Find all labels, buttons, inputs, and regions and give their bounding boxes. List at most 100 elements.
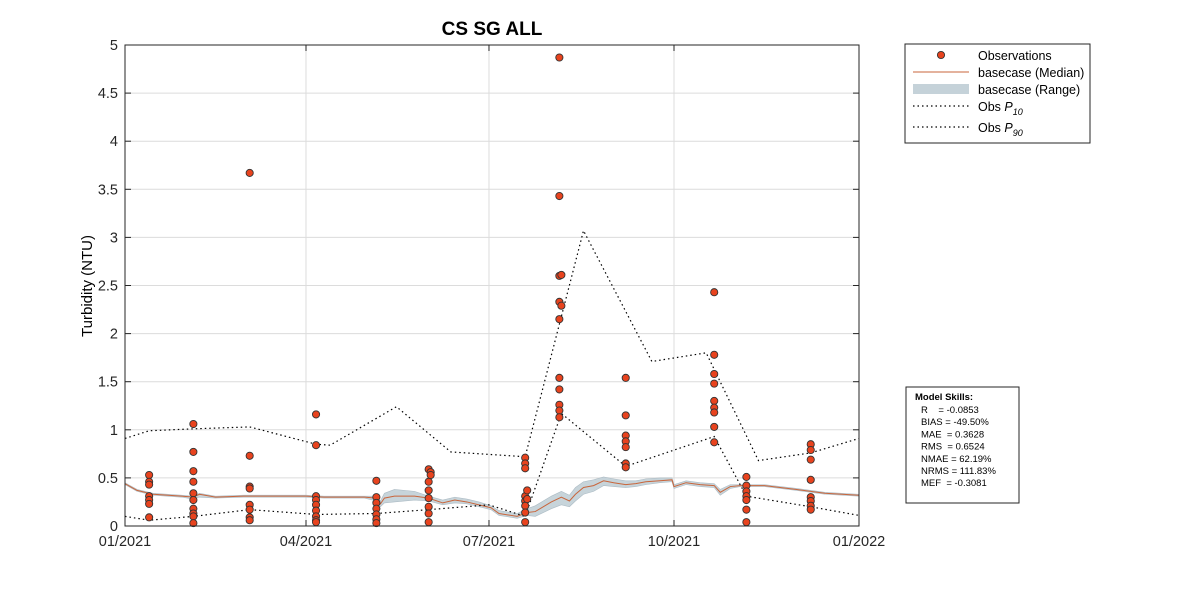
y-tick-label: 4.5 <box>98 86 118 102</box>
observation-point <box>555 406 564 415</box>
legend-label-subscript: 90 <box>1013 128 1023 138</box>
y-tick-label: 5 <box>110 38 118 54</box>
y-tick-label: 0 <box>110 519 118 535</box>
y-tick-label: 2.5 <box>98 279 118 295</box>
legend-item-observations: Observations <box>936 49 1052 63</box>
observation-point <box>523 486 532 495</box>
basecase-range-band <box>125 476 859 519</box>
y-tick-label: 3.5 <box>98 182 118 198</box>
observation-point <box>555 53 564 62</box>
y-tick-label: 1 <box>110 423 118 439</box>
observation-point <box>145 470 154 480</box>
model-skill-line: R = -0.0853 <box>921 405 979 416</box>
legend-label-text: Obs P <box>978 100 1013 114</box>
x-tick-label: 01/2021 <box>99 534 151 550</box>
observation-point <box>555 385 564 394</box>
observation-point <box>521 501 530 510</box>
model-skill-line: RMS = 0.6524 <box>921 442 985 453</box>
obs-p10-line <box>125 412 859 521</box>
x-tick-label: 10/2021 <box>648 534 700 550</box>
legend-label-observations: Observations <box>978 49 1052 63</box>
observation-point <box>189 477 198 486</box>
observation-point <box>557 301 566 310</box>
observation-point <box>621 443 630 452</box>
axes-box <box>124 44 860 527</box>
chart-title: CS SG ALL <box>442 19 543 40</box>
observation-point <box>189 489 198 498</box>
observation-point <box>621 373 630 382</box>
legend: Observations basecase (Median) basecase (R… <box>904 43 1091 144</box>
observation-point <box>521 464 530 473</box>
obs-p90-line <box>125 229 859 462</box>
observation-point <box>145 480 154 489</box>
legend-swatch-range <box>913 84 969 94</box>
legend-marker-observations <box>936 50 946 60</box>
legend-item-range: basecase (Range) <box>913 83 1080 97</box>
legend-label-p90: Obs P90 <box>978 121 1023 138</box>
observation-point <box>189 495 198 505</box>
observation-point <box>710 396 719 405</box>
model-skill-line: NRMS = 111.83% <box>921 466 996 477</box>
axes: 0 0.5 1 1.5 2 2.5 3 3.5 4 4.5 5 01/2021 04/2021 07/20… <box>98 38 885 550</box>
legend-label-subscript: 10 <box>1013 107 1023 117</box>
observation-point <box>742 505 751 514</box>
observation-point <box>710 369 719 379</box>
observation-point <box>245 505 254 514</box>
observation-point <box>245 168 254 177</box>
observation-points <box>145 53 815 528</box>
x-tick-label: 04/2021 <box>280 534 332 550</box>
observation-point <box>424 494 433 503</box>
observation-point <box>710 379 719 388</box>
legend-label-text: basecase (Range) <box>978 83 1080 97</box>
observation-point <box>710 350 719 359</box>
observation-point <box>189 512 198 521</box>
observation-point <box>145 513 154 522</box>
observation-point <box>372 476 381 485</box>
model-skills-title: Model Skills: <box>915 392 973 403</box>
observation-point <box>245 484 254 493</box>
observation-point <box>806 475 815 484</box>
legend-label-range: basecase (Range) <box>978 83 1080 97</box>
observation-point <box>555 315 564 324</box>
observation-point <box>557 270 566 279</box>
observation-point <box>521 508 530 517</box>
legend-label-text: Observations <box>978 49 1052 63</box>
observation-point <box>521 518 530 527</box>
observation-point <box>372 519 381 528</box>
y-tick-label: 2 <box>110 327 118 343</box>
model-skill-line: MEF = -0.3081 <box>921 478 987 489</box>
observation-point <box>424 477 433 486</box>
observation-point <box>311 518 321 527</box>
observation-point <box>555 413 564 422</box>
legend-label-median: basecase (Median) <box>978 66 1084 80</box>
model-skill-line: NMAE = 62.19% <box>921 454 992 465</box>
observation-point <box>806 445 815 455</box>
observation-point <box>245 516 254 525</box>
observation-point <box>806 455 815 464</box>
y-tick-label: 0.5 <box>98 471 118 487</box>
y-tick-label: 3 <box>110 230 118 246</box>
observation-point <box>555 373 564 382</box>
observation-point <box>742 472 751 481</box>
observation-point <box>426 470 435 480</box>
legend-label-p10: Obs P10 <box>978 100 1023 117</box>
y-axis-label: Turbidity (NTU) <box>79 235 96 337</box>
legend-item-p90: Obs P90 <box>913 121 1023 138</box>
observation-point <box>424 509 433 518</box>
y-tick-label: 4 <box>110 134 118 150</box>
observation-point <box>189 519 198 528</box>
observation-point <box>189 419 198 429</box>
observation-point <box>424 518 433 527</box>
observation-point <box>424 502 433 511</box>
observation-point <box>311 441 321 450</box>
legend-item-median: basecase (Median) <box>913 66 1084 80</box>
observation-point <box>555 191 564 201</box>
legend-label-text: basecase (Median) <box>978 66 1084 80</box>
x-tick-label: 07/2021 <box>463 534 515 550</box>
observation-point <box>311 410 321 419</box>
observation-point <box>710 408 719 417</box>
observation-point <box>621 463 630 472</box>
model-skills-border <box>905 386 1020 504</box>
